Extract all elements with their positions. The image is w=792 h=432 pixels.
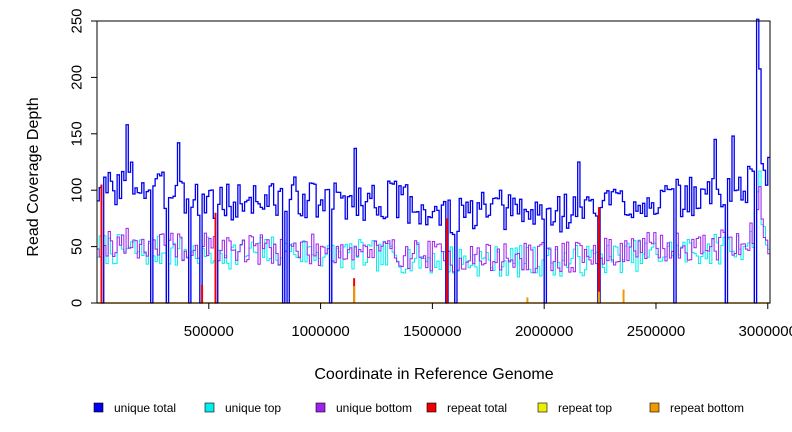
legend: unique total unique top unique bottom repea… [93,401,744,415]
legend-swatch [426,402,437,413]
x-tick-label: 500000 [184,323,234,340]
series-line-unique-total [97,18,770,304]
legend-swatch [649,402,660,413]
y-tick-label: 50 [69,238,86,255]
legend-swatch [93,402,104,413]
x-axis-title: Coordinate in Reference Genome [314,366,553,383]
legend-label: repeat bottom [670,401,744,415]
y-axis-title: Read Coverage Depth [25,97,42,256]
plot-area [97,18,770,304]
legend-label: unique top [225,401,281,415]
axes: 0 50 100 150 200 250 500000 1000000 1500000 20000… [69,8,792,340]
y-tick-label: 0 [69,299,86,307]
x-tick-label: 3000000 [739,323,792,340]
y-tick-label: 100 [69,178,86,203]
x-tick-label: 1000000 [291,323,349,340]
series-line-unique-bottom [97,186,770,304]
legend-swatch [204,402,215,413]
y-tick-label: 200 [69,65,86,90]
y-tick-label: 250 [69,8,86,33]
legend-swatch [537,402,548,413]
x-tick-label: 2500000 [627,323,685,340]
legend-label: repeat total [447,401,507,415]
legend-label: unique total [114,401,176,415]
x-tick-label: 2000000 [515,323,573,340]
legend-swatch [315,402,326,413]
plot-frame [96,20,771,304]
legend-label: repeat top [558,401,612,415]
x-tick-label: 1500000 [403,323,461,340]
legend-label: unique bottom [336,401,412,415]
y-tick-label: 150 [69,121,86,146]
